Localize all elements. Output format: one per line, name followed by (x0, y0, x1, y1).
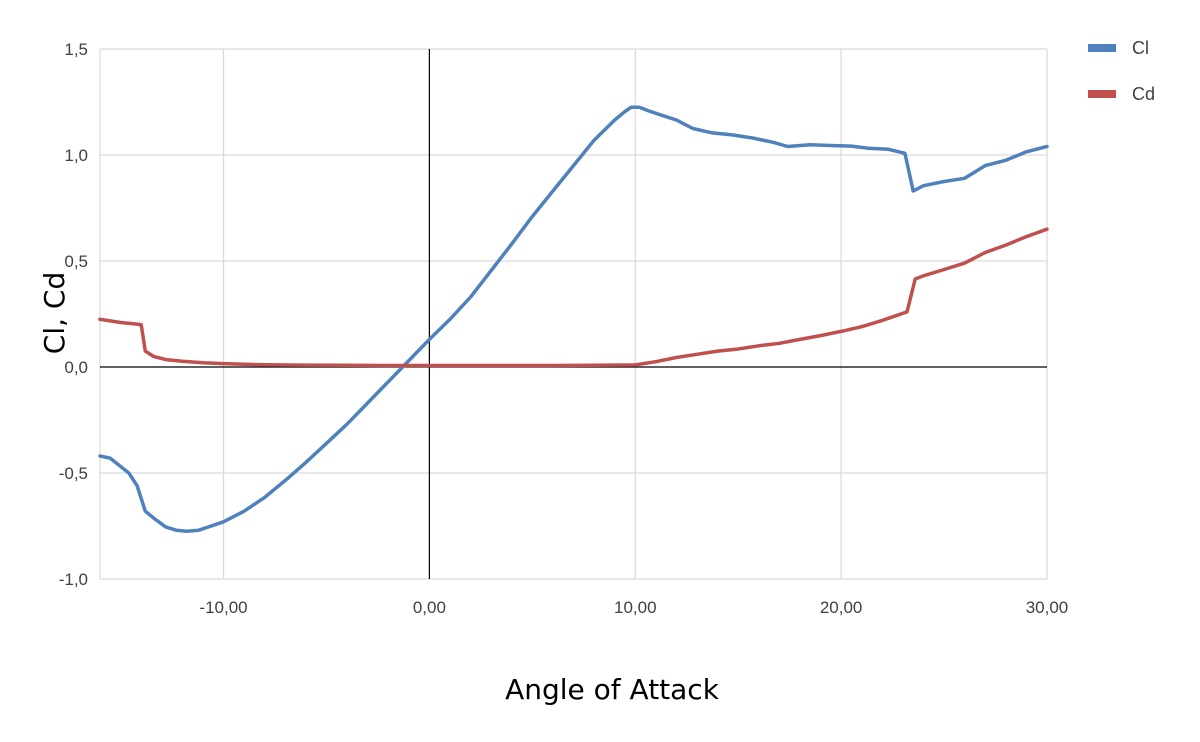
x-tick-label: 20,00 (820, 598, 863, 617)
x-tick-label: 0,00 (413, 598, 446, 617)
x-tick-label: 10,00 (614, 598, 657, 617)
series-layer (98, 105, 1049, 534)
series-line-cl (98, 105, 1049, 534)
y-tick-label: 0,0 (64, 358, 88, 377)
series-line-cd (98, 227, 1049, 368)
x-axis-title: Angle of Attack (505, 673, 720, 706)
y-tick-label: 1,5 (64, 40, 88, 59)
legend-label-cd: Cd (1132, 84, 1155, 104)
y-axis-title: Cl, Cd (38, 272, 71, 354)
y-tick-label: 1,0 (64, 146, 88, 165)
legend-swatch-cl (1088, 44, 1116, 52)
tick-labels: -1,0 -0,5 0,0 0,5 1,0 1,5 -10,00 0,00 10,00 20,00… (59, 40, 1069, 617)
grid (99, 48, 1048, 580)
y-tick-label: -0,5 (59, 464, 88, 483)
legend: Cl Cd (1088, 38, 1155, 104)
legend-label-cl: Cl (1132, 38, 1149, 58)
y-tick-label: 0,5 (64, 252, 88, 271)
x-tick-label: -10,00 (199, 598, 247, 617)
x-tick-label: 30,00 (1026, 598, 1069, 617)
legend-swatch-cd (1088, 90, 1116, 98)
y-tick-label: -1,0 (59, 570, 88, 589)
